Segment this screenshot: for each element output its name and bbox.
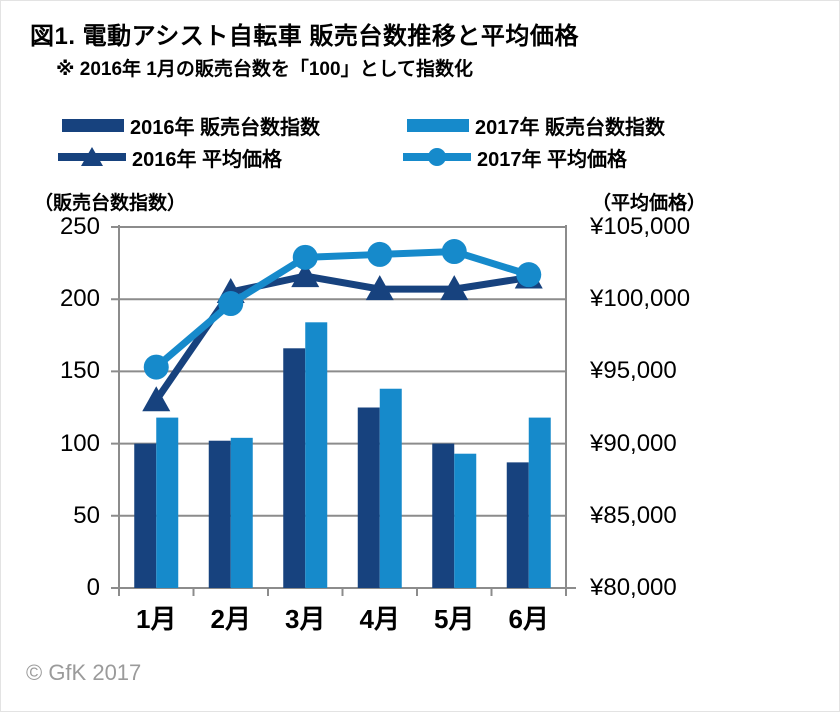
circle-marker — [143, 354, 169, 380]
y-axis-tick-label: 100 — [59, 429, 100, 457]
right-axis-tick-label: ¥85,000 — [590, 501, 677, 529]
x-axis-tick-label: 4月 — [359, 604, 400, 634]
copyright-footer: © GfK 2017 — [26, 660, 142, 685]
line-circle-swatch-icon — [403, 148, 471, 166]
bar-2016年 販売台数指数 — [208, 440, 231, 588]
y-axis-tick-label: 0 — [86, 574, 100, 601]
triangle-marker — [440, 275, 469, 301]
legend-label: 2016年 販売台数指数 — [130, 116, 321, 139]
circle-marker — [367, 241, 393, 267]
legend-item-2016-price: 2016年 平均価格 — [58, 144, 283, 171]
circle-marker — [441, 239, 467, 265]
x-axis-tick-label: 1月 — [136, 604, 177, 634]
y-axis-tick-label: 250 — [59, 213, 100, 240]
circle-marker — [516, 262, 542, 288]
bar-2016年 販売台数指数 — [283, 348, 306, 588]
x-axis-tick-label: 5月 — [434, 604, 475, 634]
bar-2016年 販売台数指数 — [134, 443, 157, 588]
bar-2017年 販売台数指数 — [156, 417, 179, 588]
circle-marker — [292, 244, 318, 270]
y-axis-tick-label: 50 — [73, 501, 100, 529]
bar-swatch-2016-icon — [62, 118, 124, 132]
bar-2017年 販売台数指数 — [379, 388, 402, 588]
chart-title: 図1. 電動アシスト自転車 販売台数推移と平均価格 — [30, 23, 579, 50]
right-axis-title: （平均価格） — [592, 193, 707, 214]
price-line-2016年 平均価格 — [153, 272, 530, 403]
legend-label: 2017年 販売台数指数 — [475, 116, 666, 139]
bar-2016年 販売台数指数 — [432, 443, 455, 588]
right-axis-tick-label: ¥90,000 — [590, 429, 677, 457]
y-axis-tick-label: 150 — [59, 357, 100, 385]
bar-2017年 販売台数指数 — [230, 437, 253, 588]
bar-2016年 販売台数指数 — [357, 407, 380, 588]
left-axis-title: （販売台数指数） — [34, 193, 187, 214]
bar-2017年 販売台数指数 — [454, 453, 477, 588]
legend-item-2017-price: 2017年 平均価格 — [403, 144, 628, 171]
legend-label: 2016年 平均価格 — [132, 148, 283, 171]
right-axis-tick-label: ¥105,000 — [590, 213, 691, 240]
circle-marker — [218, 291, 244, 317]
x-axis-tick-label: 6月 — [508, 604, 549, 634]
bar-2016年 販売台数指数 — [506, 462, 529, 588]
right-axis-tick-label: ¥100,000 — [590, 285, 691, 313]
legend-label: 2017年 平均価格 — [477, 148, 628, 171]
price-line-2017年 平均価格 — [153, 248, 530, 370]
bar-swatch-2017-icon — [407, 118, 469, 132]
right-axis-tick-label: ¥95,000 — [590, 357, 677, 385]
y-axis-tick-label: 200 — [59, 285, 100, 313]
line-triangle-swatch-icon — [58, 147, 126, 166]
legend-item-2017-units: 2017年 販売台数指数 — [407, 112, 666, 139]
right-axis-tick-label: ¥80,000 — [590, 574, 677, 601]
chart-subtitle: ※ 2016年 1月の販売台数を「100」として指数化 — [56, 59, 473, 80]
x-axis-tick-label: 2月 — [210, 604, 251, 634]
bar-2017年 販売台数指数 — [305, 322, 328, 588]
x-axis-tick-label: 3月 — [285, 604, 326, 634]
bar-2017年 販売台数指数 — [528, 417, 551, 588]
triangle-marker — [291, 262, 320, 288]
triangle-marker — [142, 386, 171, 412]
legend-item-2016-units: 2016年 販売台数指数 — [62, 112, 321, 139]
triangle-marker — [365, 275, 394, 301]
